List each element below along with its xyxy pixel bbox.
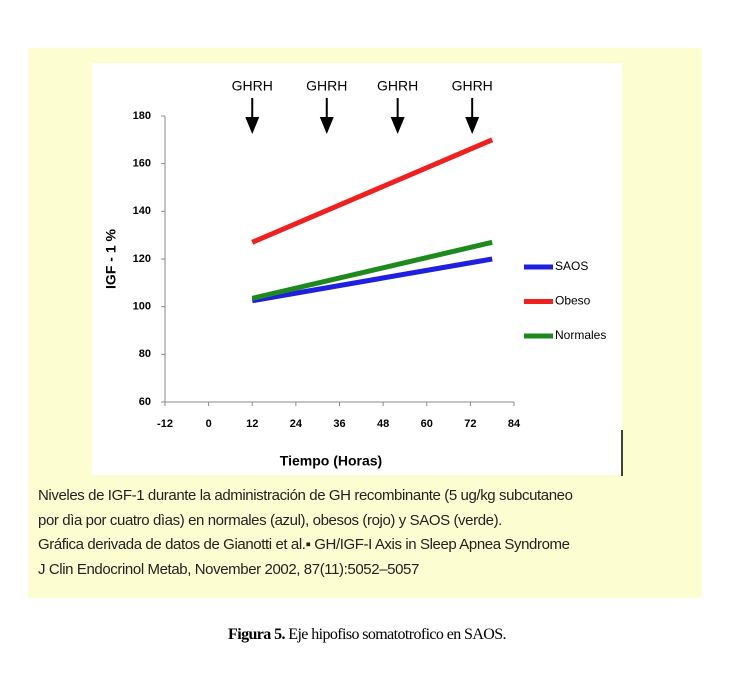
annotation-arrowhead (245, 117, 260, 134)
y-tick-label: 100 (133, 301, 151, 313)
x-tick-label: 36 (333, 418, 345, 430)
figure-text: Eje hipofiso somatotrofico en SAOS. (288, 626, 506, 643)
y-tick-label: 60 (139, 396, 151, 408)
series-line (251, 239, 493, 301)
x-tick-label: 84 (508, 418, 521, 430)
x-axis-label: Tiempo (Horas) (280, 453, 382, 469)
annotation: GHRH (232, 78, 273, 94)
annotation-arrowhead (319, 117, 334, 134)
x-tick-label: 0 (206, 418, 212, 430)
y-axis-label: IGF - 1 % (103, 229, 119, 289)
legend-label: Normales (555, 328, 606, 342)
figure-label: Figura 5. (228, 626, 285, 643)
annotation: GHRH (377, 78, 418, 94)
annotation-arrowhead (465, 117, 480, 134)
caption-line: Niveles de IGF-1 durante la administraci… (38, 487, 573, 504)
annotation: GHRH (452, 78, 493, 94)
x-tick-label: 12 (246, 418, 258, 430)
series-line (251, 256, 493, 304)
x-tick-label: 48 (377, 418, 389, 430)
x-tick-label: 24 (290, 418, 303, 430)
y-tick-label: 160 (133, 158, 151, 170)
y-tick-label: 180 (133, 110, 151, 122)
annotation: GHRH (306, 78, 347, 94)
series-line (251, 137, 494, 245)
annotation-arrowhead (390, 117, 405, 134)
y-tick-label: 140 (133, 205, 151, 217)
x-tick-label: -12 (157, 418, 173, 430)
caption: Niveles de IGF-1 durante la administraci… (38, 484, 573, 582)
y-tick-label: 80 (139, 348, 151, 360)
x-tick-label: 60 (421, 418, 433, 430)
caption-line: J Clin Endocrinol Metab, November 2002, … (38, 560, 419, 578)
x-tick-label: 72 (464, 418, 476, 430)
caption-line: Gráfica derivada de datos de Gianotti et… (38, 536, 570, 553)
legend-label: SAOS (555, 259, 588, 273)
y-tick-label: 120 (133, 253, 151, 265)
caption-line: por dìa por cuatro dìas) en normales (az… (38, 511, 502, 529)
figure-caption: Figura 5. Eje hipofiso somatotrofico en … (0, 626, 734, 644)
legend-label: Obeso (555, 294, 591, 308)
